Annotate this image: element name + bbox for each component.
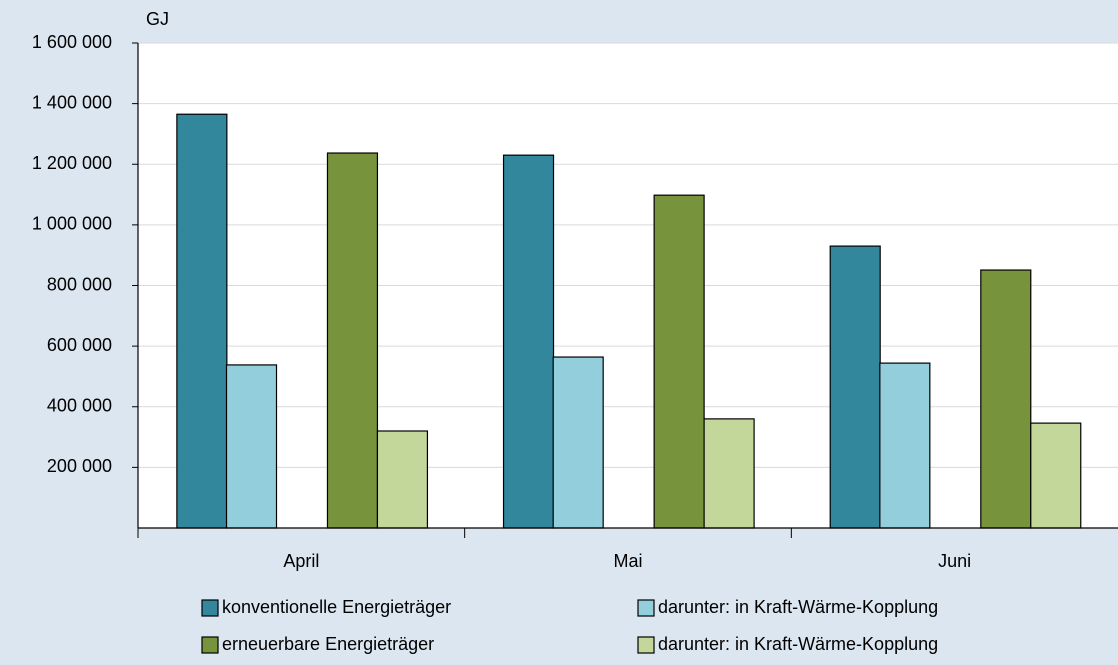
bar (225, 364, 278, 529)
y-tick-label: 600 000 (47, 335, 112, 355)
legend-label: darunter: in Kraft-Wärme-Kopplung (658, 597, 938, 617)
bar (176, 113, 228, 529)
legend-label: konventionelle Energieträger (222, 597, 451, 617)
x-tick-label: Mai (613, 551, 642, 571)
y-tick-label: 1 200 000 (32, 153, 112, 173)
bar (879, 362, 931, 529)
x-tick-label: April (283, 551, 319, 571)
y-tick-label: 1 000 000 (32, 214, 112, 234)
y-tick-label: 200 000 (47, 456, 112, 476)
legend-swatch (637, 599, 655, 617)
bar (552, 356, 604, 529)
bar (502, 154, 555, 529)
y-tick-label: 400 000 (47, 396, 112, 416)
legend-label: darunter: in Kraft-Wärme-Kopplung (658, 634, 938, 654)
legend-swatch (637, 636, 655, 654)
x-tick-label: Juni (938, 551, 971, 571)
bar (829, 245, 881, 529)
y-axis-label: GJ (146, 9, 169, 29)
legend-swatch (201, 599, 219, 617)
y-tick-label: 1 600 000 (32, 32, 112, 52)
y-tick-label: 800 000 (47, 274, 112, 294)
bar (1030, 422, 1082, 529)
y-tick-label: 1 400 000 (32, 92, 112, 112)
bar (703, 418, 755, 529)
bar (980, 269, 1032, 529)
bar (653, 194, 705, 529)
legend-swatch (201, 636, 219, 654)
bar (326, 152, 379, 529)
legend-label: erneuerbare Energieträger (222, 634, 434, 654)
bar (376, 430, 429, 529)
